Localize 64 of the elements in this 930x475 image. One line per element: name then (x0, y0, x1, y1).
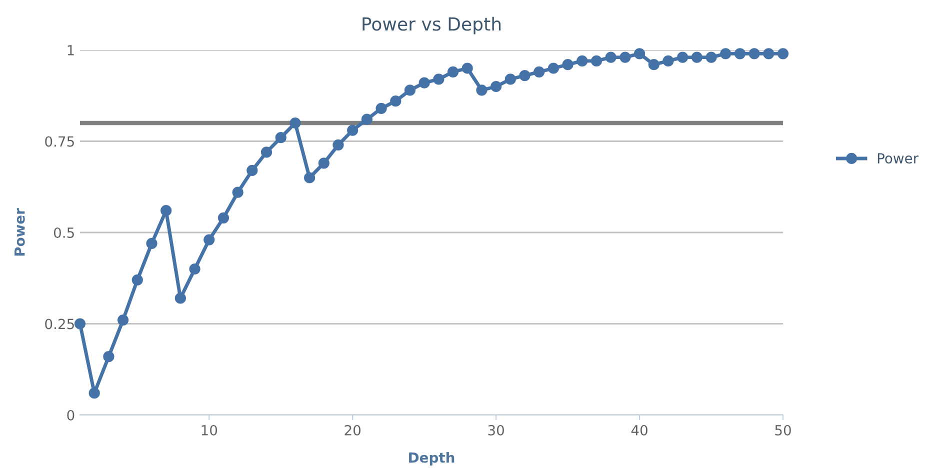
point (677, 52, 688, 63)
y-tick-label: 0 (67, 410, 74, 420)
point (504, 74, 516, 85)
point (304, 172, 316, 184)
point (74, 318, 86, 330)
point (218, 212, 230, 224)
point (605, 52, 616, 63)
y-tick-label: 0.5 (54, 227, 74, 238)
point (534, 66, 545, 78)
point (634, 48, 646, 60)
point (490, 80, 502, 92)
point (160, 205, 172, 216)
point (275, 132, 286, 144)
point (447, 66, 459, 78)
point (88, 388, 100, 399)
point (146, 238, 158, 250)
point (232, 186, 244, 198)
point (433, 74, 444, 85)
legend-label: Power (878, 153, 919, 164)
point (590, 55, 602, 67)
x-axis-title: Depth (409, 452, 454, 466)
point (706, 52, 717, 63)
point (260, 146, 272, 158)
y-tick-label: 0.25 (45, 318, 74, 330)
x-tick-label: 50 (775, 424, 791, 436)
point (390, 96, 402, 107)
point (290, 117, 301, 129)
point (418, 77, 430, 88)
point (777, 48, 789, 60)
point (734, 48, 746, 60)
point (404, 84, 416, 96)
point (117, 314, 129, 326)
point (519, 70, 530, 82)
point (332, 139, 344, 150)
point (204, 234, 215, 246)
y-axis-title: Power (14, 208, 25, 256)
point (132, 274, 143, 286)
point (462, 62, 473, 74)
point (174, 292, 186, 304)
x-tick-label: 40 (631, 424, 648, 436)
x-tick-label: 30 (488, 424, 504, 436)
y-tick-label: 1 (68, 45, 74, 56)
point (763, 48, 774, 60)
point (376, 102, 387, 114)
point (691, 52, 702, 63)
point (103, 351, 114, 362)
point (562, 59, 574, 70)
point (662, 55, 674, 67)
point (648, 59, 660, 70)
point (476, 84, 488, 96)
point (576, 55, 588, 67)
x-tick-label: 10 (202, 424, 218, 436)
point (318, 158, 330, 169)
point (748, 48, 760, 60)
y-tick-label: 0.75 (45, 136, 74, 147)
chart-title: Power vs Depth (362, 16, 501, 34)
point (548, 62, 560, 74)
point (720, 48, 732, 60)
point (347, 124, 358, 136)
point (246, 164, 258, 176)
point (189, 263, 200, 275)
x-tick-label: 20 (344, 424, 361, 436)
point (361, 114, 372, 125)
point (620, 52, 631, 63)
